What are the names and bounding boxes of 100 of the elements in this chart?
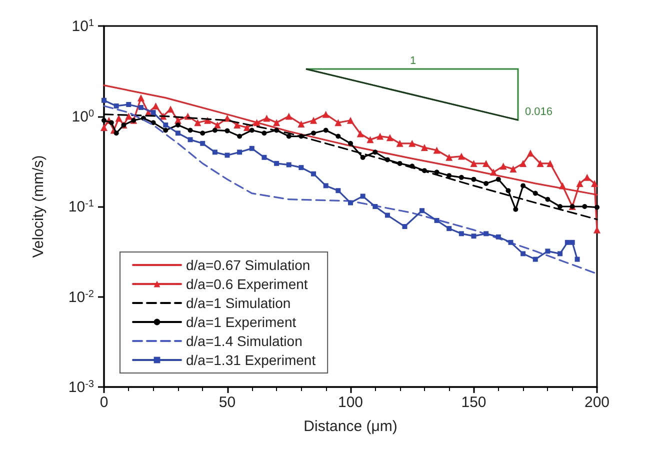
point bbox=[114, 103, 119, 108]
point bbox=[150, 120, 156, 126]
y-tick-label: 10$^{-3}$ bbox=[68, 378, 94, 396]
point bbox=[458, 174, 464, 180]
point bbox=[546, 160, 554, 167]
annotation: 1 bbox=[410, 55, 416, 67]
point bbox=[564, 240, 570, 245]
point bbox=[446, 154, 453, 161]
point bbox=[594, 204, 600, 210]
point bbox=[175, 130, 180, 136]
point bbox=[360, 194, 366, 199]
point bbox=[458, 152, 465, 160]
point bbox=[584, 174, 591, 181]
point bbox=[311, 130, 316, 136]
point bbox=[376, 132, 384, 140]
point bbox=[558, 182, 566, 190]
x-tick-label: 150 bbox=[461, 394, 486, 411]
point bbox=[384, 212, 390, 218]
point bbox=[446, 226, 452, 232]
point bbox=[496, 234, 501, 240]
x-tick-label: 50 bbox=[218, 394, 236, 411]
point bbox=[366, 136, 374, 144]
point bbox=[323, 183, 328, 188]
point bbox=[508, 240, 514, 245]
point bbox=[274, 128, 280, 133]
legend-label: d/a=0.6 Experiment bbox=[186, 276, 308, 292]
point bbox=[152, 102, 160, 110]
point bbox=[434, 218, 440, 223]
point bbox=[446, 173, 452, 178]
point bbox=[298, 120, 305, 128]
point bbox=[214, 121, 221, 128]
point bbox=[570, 240, 575, 245]
point bbox=[167, 106, 174, 113]
point bbox=[336, 188, 341, 194]
point bbox=[582, 204, 588, 209]
point bbox=[150, 110, 156, 116]
point bbox=[545, 248, 550, 254]
point bbox=[253, 119, 260, 126]
x-axis-title: Distance (μm) bbox=[304, 418, 398, 435]
annotation: 0.016 bbox=[525, 106, 553, 118]
point bbox=[386, 134, 394, 142]
point bbox=[323, 128, 328, 133]
point bbox=[108, 120, 114, 126]
point bbox=[484, 180, 489, 186]
point bbox=[298, 165, 304, 170]
point bbox=[175, 122, 180, 128]
point bbox=[194, 119, 202, 126]
point bbox=[200, 140, 206, 146]
point bbox=[334, 119, 342, 126]
legend-label: d/a=1.31 Experiment bbox=[186, 352, 316, 368]
point bbox=[286, 134, 292, 139]
point bbox=[458, 231, 464, 236]
point bbox=[249, 128, 254, 133]
point bbox=[510, 166, 517, 173]
point bbox=[532, 256, 538, 262]
point bbox=[138, 105, 144, 110]
legend-label: d/a=1.4 Simulation bbox=[186, 333, 302, 349]
point bbox=[574, 256, 580, 262]
point bbox=[545, 196, 550, 202]
x-tick-label: 100 bbox=[338, 394, 364, 411]
point bbox=[102, 98, 106, 103]
point bbox=[520, 251, 526, 256]
point bbox=[310, 116, 318, 124]
point bbox=[372, 204, 378, 209]
point bbox=[274, 160, 280, 166]
legend-label: d/a=1 Simulation bbox=[186, 295, 291, 311]
point bbox=[372, 150, 378, 155]
point bbox=[526, 150, 534, 157]
point bbox=[348, 200, 353, 206]
y-tick-label: 10$^{0}$ bbox=[72, 108, 94, 126]
point bbox=[434, 170, 440, 175]
point bbox=[224, 128, 230, 134]
point bbox=[243, 124, 250, 132]
point bbox=[102, 118, 106, 123]
point bbox=[470, 160, 478, 167]
point bbox=[114, 130, 119, 136]
point bbox=[286, 162, 292, 168]
point bbox=[422, 168, 427, 174]
point bbox=[360, 154, 366, 160]
legend-label: d/a=1 Experiment bbox=[186, 314, 296, 330]
point bbox=[384, 157, 390, 162]
point bbox=[558, 251, 563, 256]
x-tick-label: 0 bbox=[100, 394, 108, 411]
point bbox=[125, 112, 132, 120]
point bbox=[397, 160, 402, 166]
y-tick-label: 10$^{-2}$ bbox=[68, 288, 94, 306]
point bbox=[100, 124, 108, 132]
point bbox=[356, 130, 364, 138]
point bbox=[410, 164, 415, 169]
y-tick-label: 10$^{-1}$ bbox=[68, 198, 94, 216]
x-tick-label: 200 bbox=[584, 394, 610, 411]
point bbox=[347, 116, 354, 124]
point bbox=[471, 234, 476, 239]
point bbox=[249, 146, 254, 151]
point bbox=[212, 150, 218, 155]
point bbox=[500, 162, 507, 170]
point bbox=[558, 204, 563, 209]
point bbox=[513, 206, 518, 212]
point bbox=[126, 102, 132, 107]
point bbox=[163, 128, 168, 133]
